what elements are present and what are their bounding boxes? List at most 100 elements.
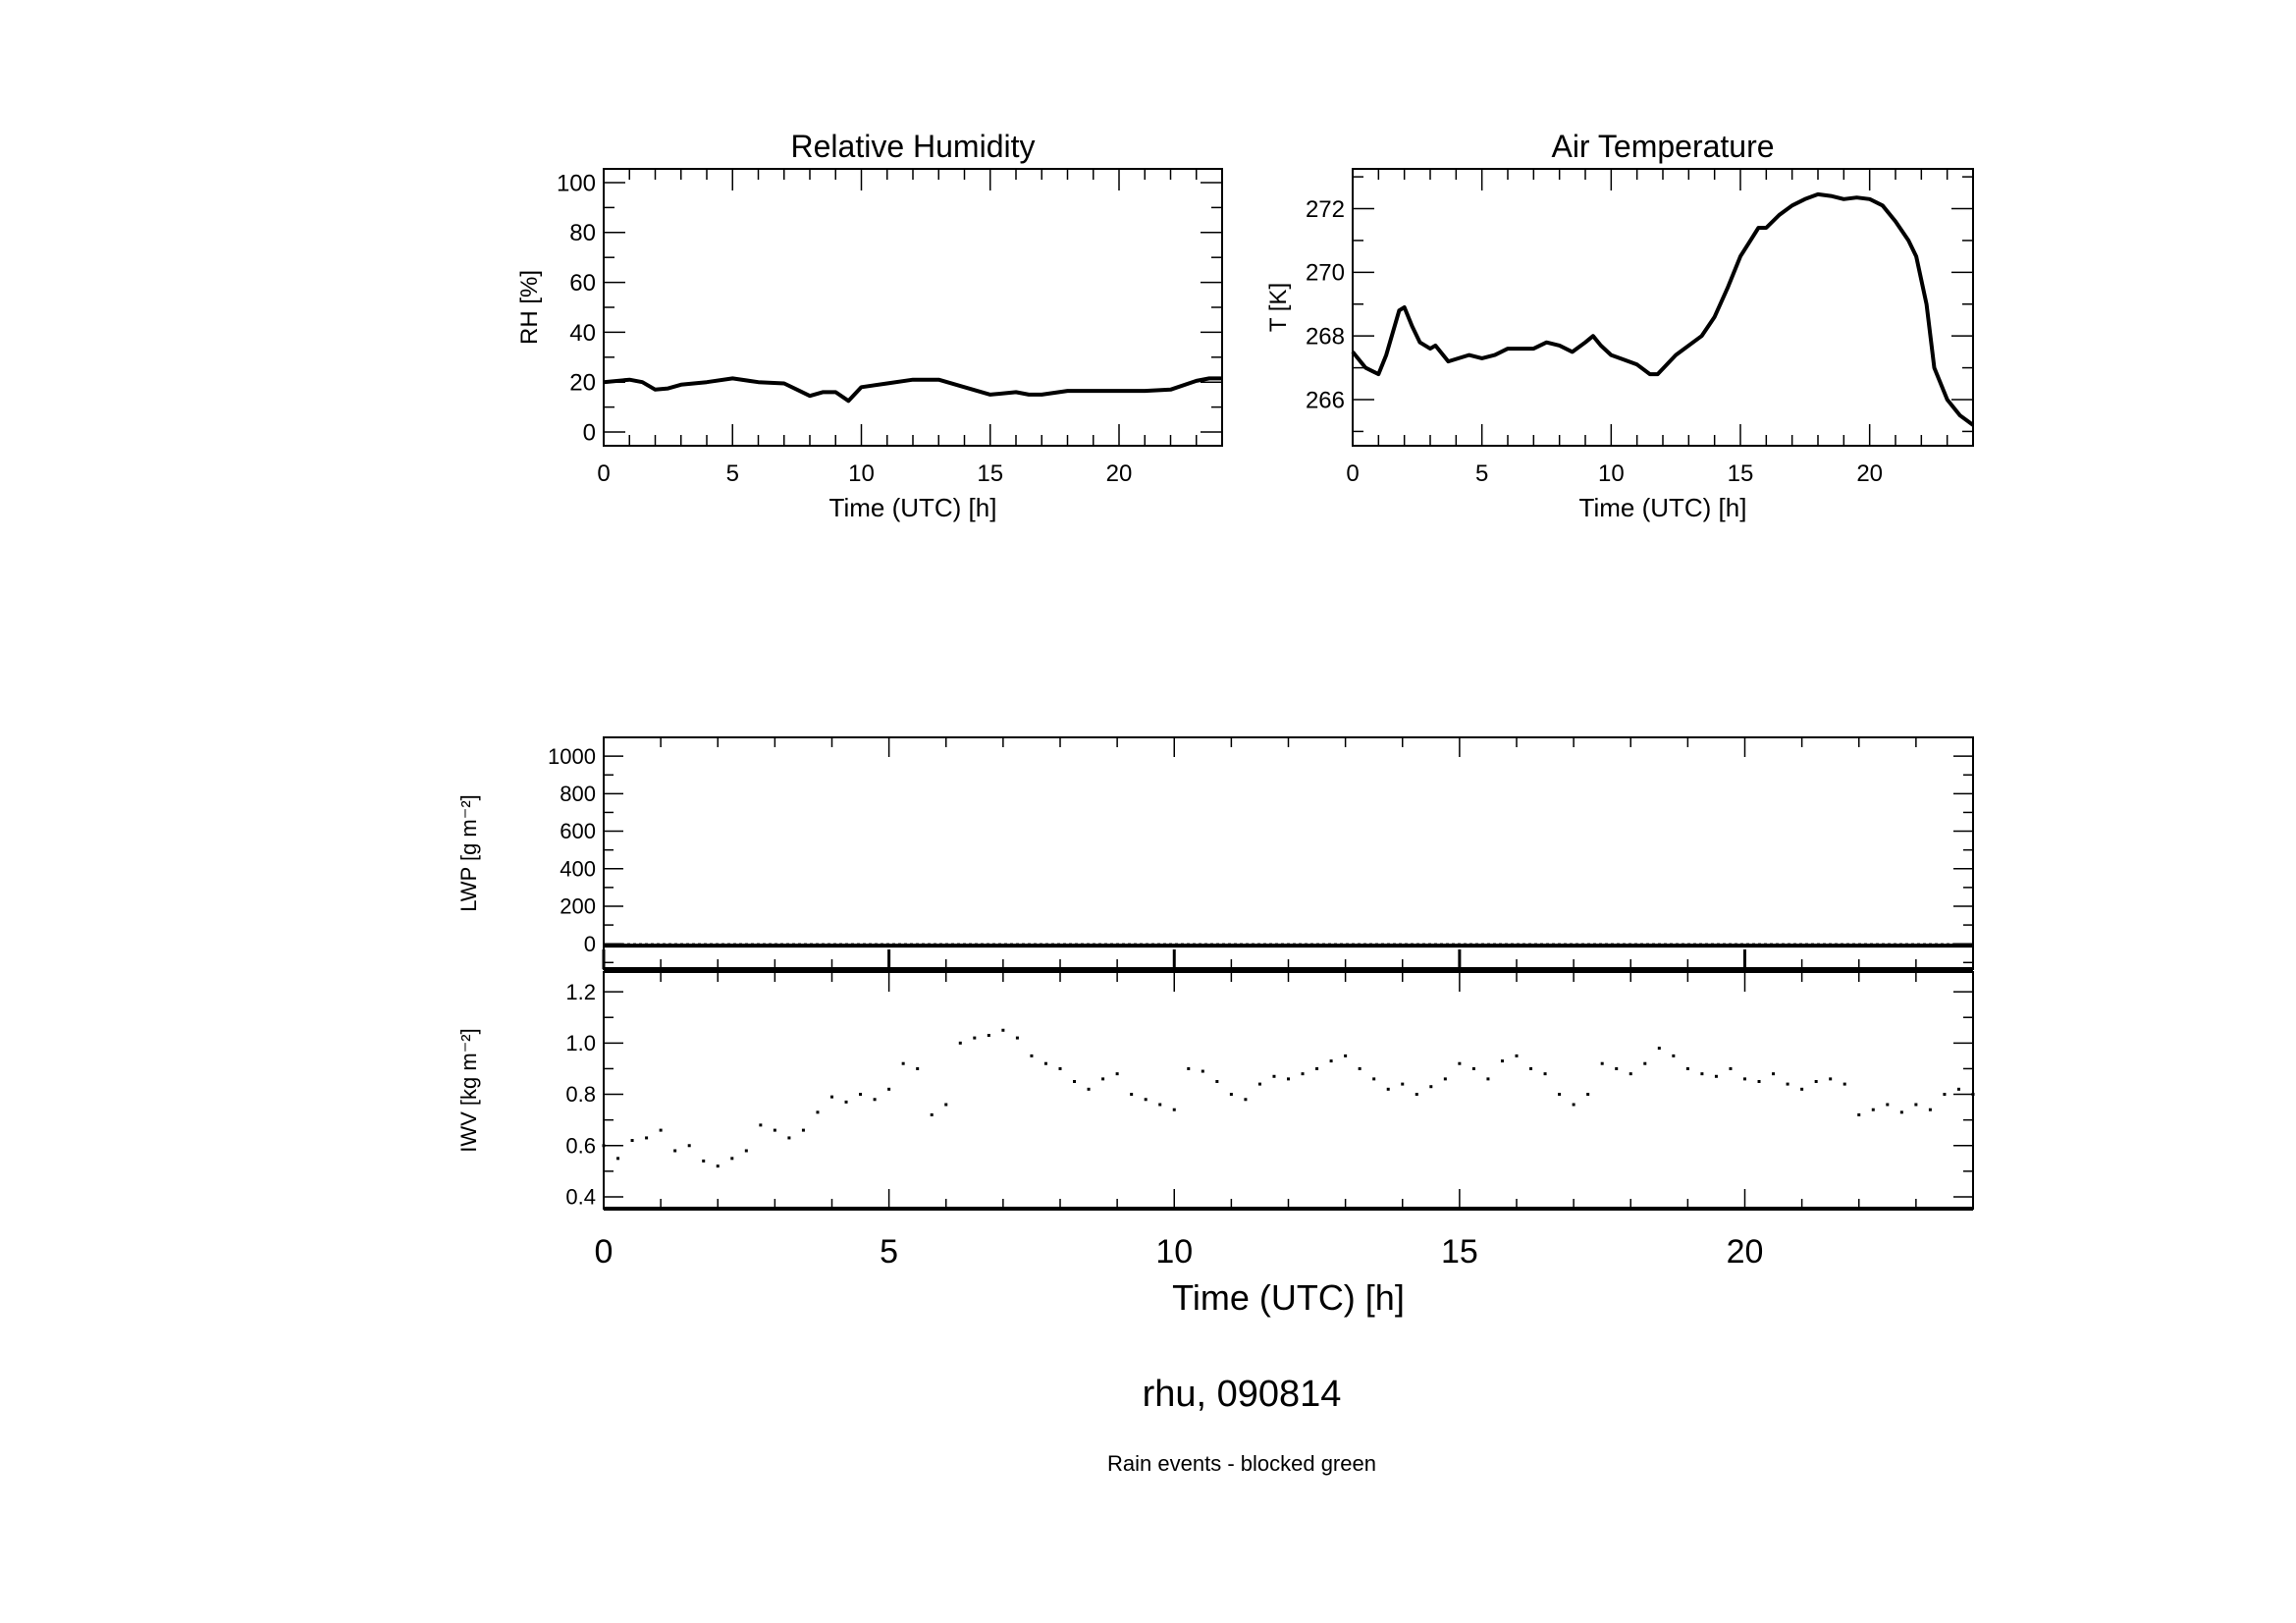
- data-point: [1943, 1093, 1947, 1097]
- data-point: [1115, 1072, 1119, 1076]
- data-point: [901, 1061, 905, 1065]
- data-point: [1899, 1110, 1903, 1114]
- data-point: [887, 1087, 891, 1091]
- data-point: [1073, 1079, 1077, 1083]
- data-point: [1244, 1098, 1248, 1102]
- plot-frame: [603, 971, 1974, 1210]
- y-tick-label: 0.6: [565, 1133, 596, 1158]
- data-point: [1172, 1108, 1176, 1111]
- data-point: [1643, 1061, 1647, 1065]
- data-point: [1130, 1093, 1134, 1097]
- data-point: [1615, 1066, 1619, 1070]
- data-point: [930, 1112, 934, 1116]
- data-point: [1543, 1072, 1547, 1076]
- data-point: [702, 1159, 706, 1163]
- data-point: [1757, 1079, 1761, 1083]
- data-point: [630, 1139, 634, 1143]
- data-point: [1443, 1077, 1447, 1081]
- y-tick-label: 266: [1306, 387, 1345, 413]
- data-point: [1257, 1082, 1261, 1086]
- panel-t: 266 268 270 272 0 5 10 15 20 Time (UTC) [h] T [K] A…: [1265, 129, 1975, 522]
- y-tick-label: 200: [560, 894, 596, 919]
- x-axis-label: Time (UTC) [h]: [1172, 1277, 1405, 1318]
- data-point: [1914, 1103, 1918, 1107]
- x-tick-label: 20: [1106, 460, 1133, 487]
- data-point: [1814, 1079, 1818, 1083]
- y-tick-label: 0: [583, 419, 596, 446]
- y-tick-label: 20: [569, 370, 596, 397]
- data-point: [844, 1100, 848, 1104]
- x-tick-label: 15: [1441, 1233, 1478, 1271]
- y-tick-label: 272: [1306, 196, 1345, 223]
- data-point: [645, 1136, 649, 1140]
- data-point: [1714, 1074, 1718, 1078]
- data-point: [873, 1098, 877, 1102]
- x-tick-label: 5: [880, 1233, 898, 1271]
- y-tick-label: 1.0: [565, 1031, 596, 1055]
- x-tick-label: 15: [977, 460, 1003, 487]
- data-point: [1829, 1077, 1833, 1081]
- data-point: [1372, 1077, 1376, 1081]
- data-point: [1629, 1072, 1632, 1076]
- y-tick-label: 1000: [548, 744, 596, 769]
- x-tick-label: 20: [1856, 460, 1883, 487]
- data-point: [1415, 1093, 1418, 1097]
- data-point: [1515, 1054, 1519, 1057]
- data-point: [816, 1110, 820, 1114]
- data-point: [1058, 1066, 1062, 1070]
- data-point: [944, 1103, 948, 1107]
- data-point: [787, 1136, 791, 1140]
- panel-iwv: 0.4 0.6 0.8 1.0 1.2 0 5 10 15 20 Time (UTC) [h] IWV…: [456, 971, 1975, 1318]
- x-tick-label: 0: [1346, 460, 1359, 487]
- data-point: [1486, 1077, 1490, 1081]
- data-point: [1800, 1087, 1804, 1091]
- data-point: [659, 1128, 663, 1132]
- y-axis-label: T [K]: [1265, 283, 1292, 332]
- data-point: [1043, 1061, 1047, 1065]
- rain-note: Rain events - blocked green: [1107, 1451, 1376, 1476]
- y-axis-label: LWP [g m⁻²]: [456, 794, 481, 912]
- y-tick-label: 800: [560, 782, 596, 806]
- data-point: [1871, 1108, 1875, 1111]
- data-point: [1201, 1069, 1204, 1073]
- data-point: [830, 1095, 833, 1099]
- data-point: [1572, 1103, 1575, 1107]
- data-point: [1657, 1047, 1661, 1051]
- data-point: [1301, 1072, 1305, 1076]
- figure-title: rhu, 090814: [1143, 1374, 1342, 1415]
- data-point: [1857, 1112, 1861, 1116]
- data-point: [1144, 1098, 1148, 1102]
- data-point: [1886, 1103, 1890, 1107]
- data-point: [859, 1093, 863, 1097]
- data-point: [1558, 1093, 1562, 1097]
- y-tick-label: 400: [560, 856, 596, 881]
- data-point: [1600, 1061, 1604, 1065]
- data-point: [1743, 1077, 1746, 1081]
- data-point: [1500, 1059, 1504, 1063]
- y-tick-label: 40: [569, 320, 596, 347]
- data-point: [1928, 1108, 1932, 1111]
- data-point: [759, 1123, 763, 1127]
- y-tick-label: 80: [569, 220, 596, 246]
- x-axis-label: Time (UTC) [h]: [1579, 493, 1747, 522]
- x-tick-label: 0: [597, 460, 610, 487]
- data-point: [1786, 1082, 1789, 1086]
- data-point: [1729, 1066, 1733, 1070]
- data-point: [773, 1128, 776, 1132]
- data-point: [973, 1036, 977, 1040]
- data-point: [1229, 1093, 1233, 1097]
- data-point: [1401, 1082, 1405, 1086]
- y-axis-label: IWV [kg m⁻²]: [456, 1028, 481, 1153]
- x-tick-label: 5: [1475, 460, 1488, 487]
- data-point: [1329, 1059, 1333, 1063]
- data-point: [1001, 1028, 1005, 1032]
- data-point: [1101, 1077, 1105, 1081]
- data-point: [987, 1033, 990, 1037]
- x-tick-label: 10: [1155, 1233, 1193, 1271]
- data-point: [1429, 1085, 1433, 1089]
- data-point: [1772, 1072, 1776, 1076]
- y-axis-label: RH [%]: [516, 270, 543, 345]
- data-point: [1971, 1093, 1975, 1097]
- data-point: [616, 1157, 620, 1161]
- x-tick-label: 10: [1598, 460, 1625, 487]
